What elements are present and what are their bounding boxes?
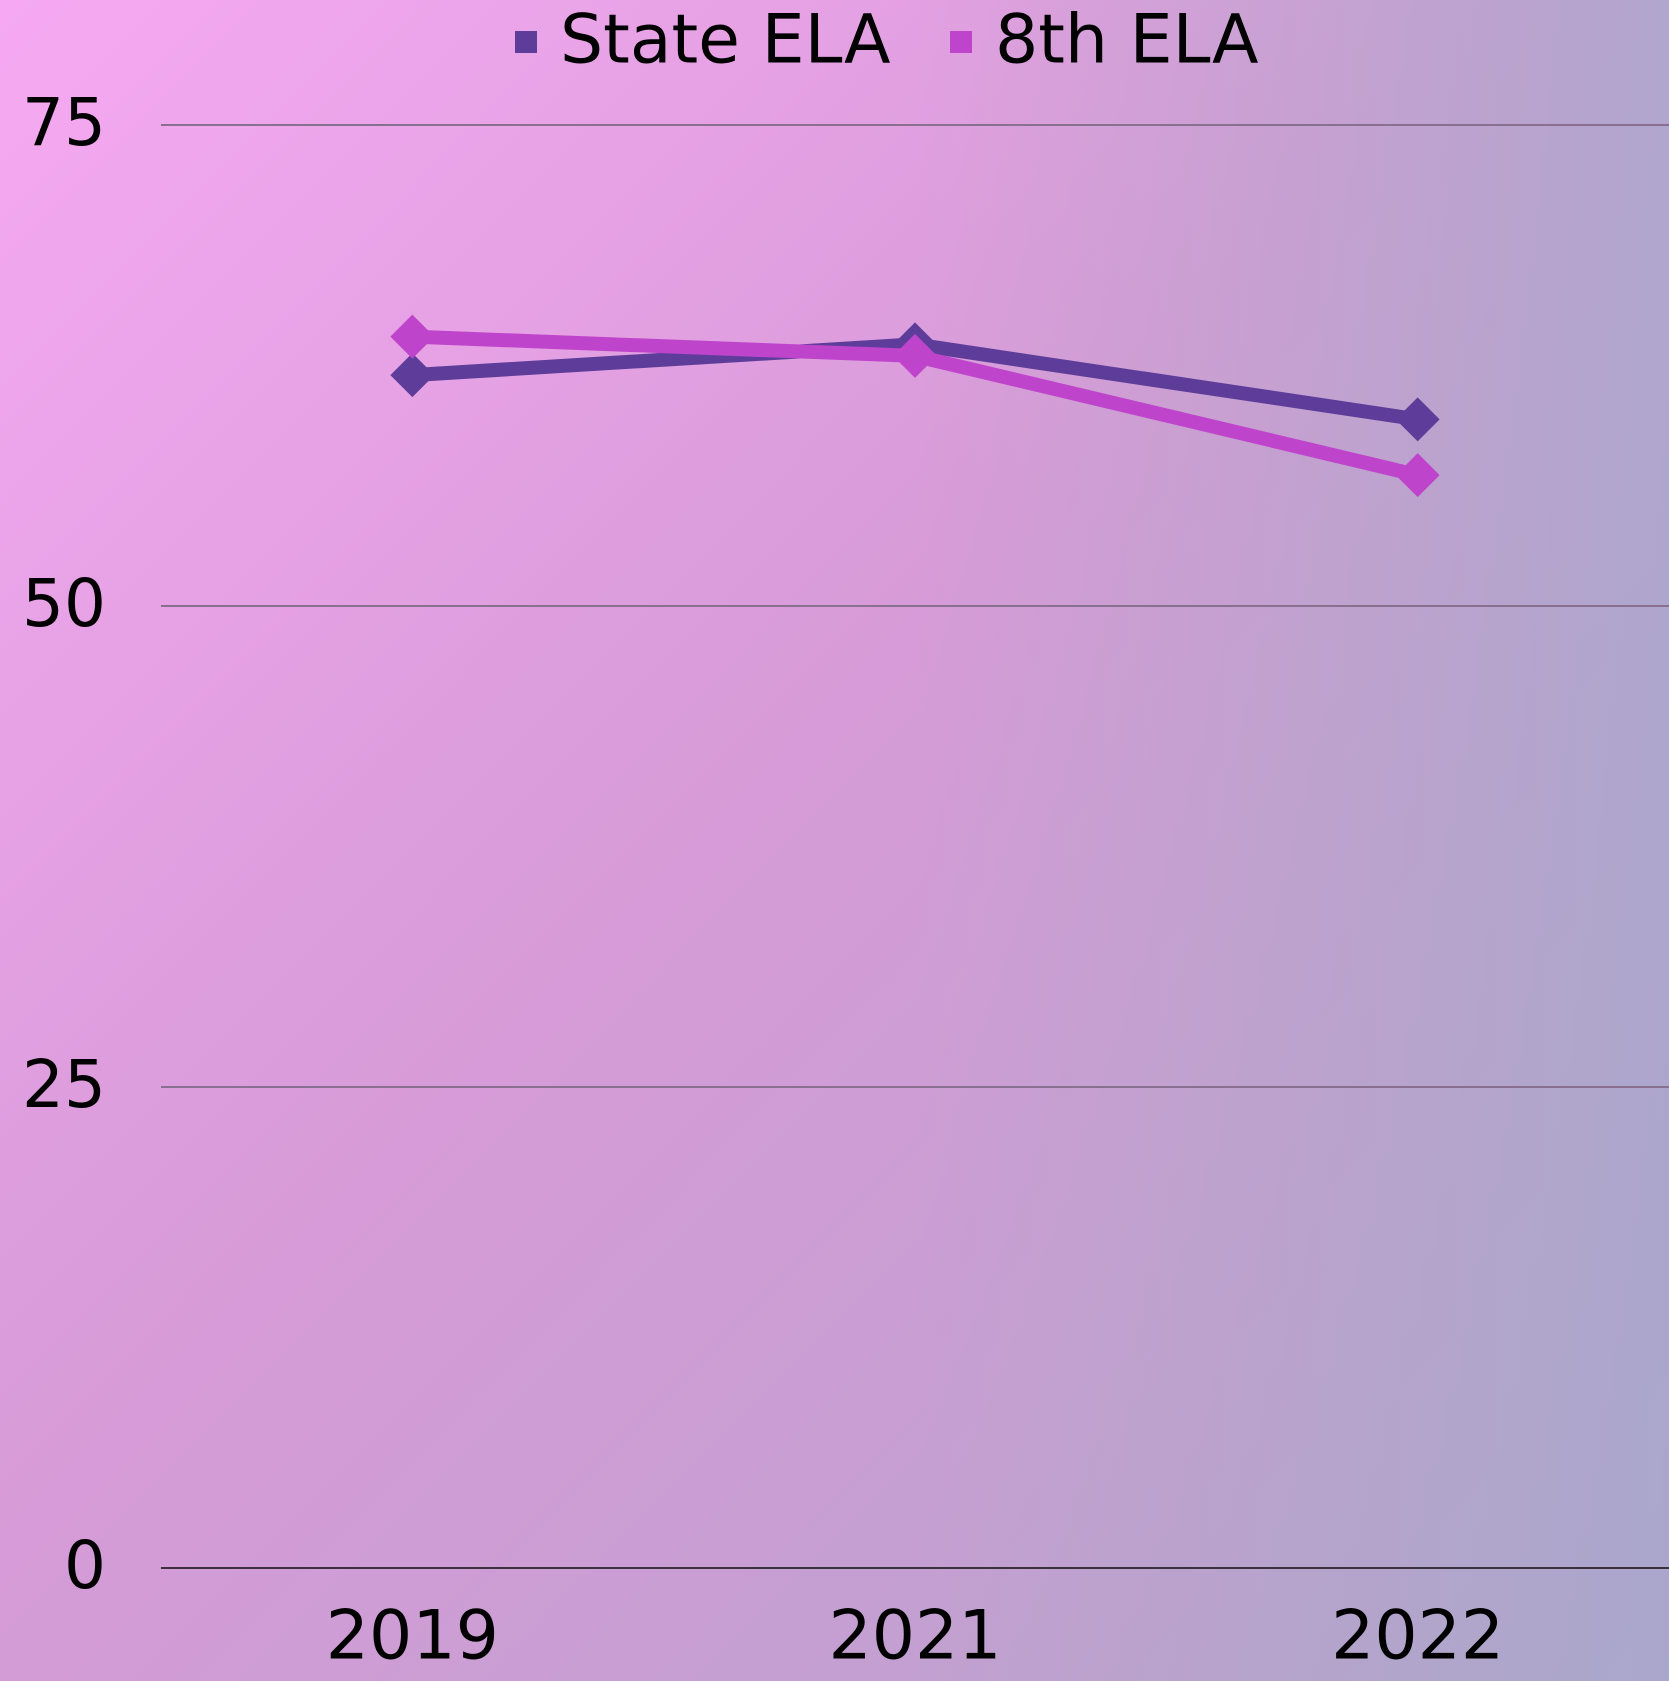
x-tick-label: 2021 (828, 1597, 1001, 1676)
y-tick-label: 0 (64, 1527, 106, 1604)
x-tick-label: 2022 (1331, 1597, 1504, 1676)
legend-swatch (515, 31, 537, 53)
y-tick-label: 75 (22, 84, 106, 161)
marker (390, 353, 435, 398)
marker (1395, 397, 1440, 442)
y-tick-label: 25 (22, 1046, 106, 1123)
legend-label: State ELA (560, 1, 891, 80)
x-tick-label: 2019 (326, 1597, 499, 1676)
marker (1395, 453, 1440, 498)
marker (893, 333, 937, 378)
legend-swatch (950, 31, 972, 53)
marker (390, 314, 435, 359)
y-tick-label: 50 (22, 565, 106, 642)
legend-label: 8th ELA (995, 1, 1259, 80)
